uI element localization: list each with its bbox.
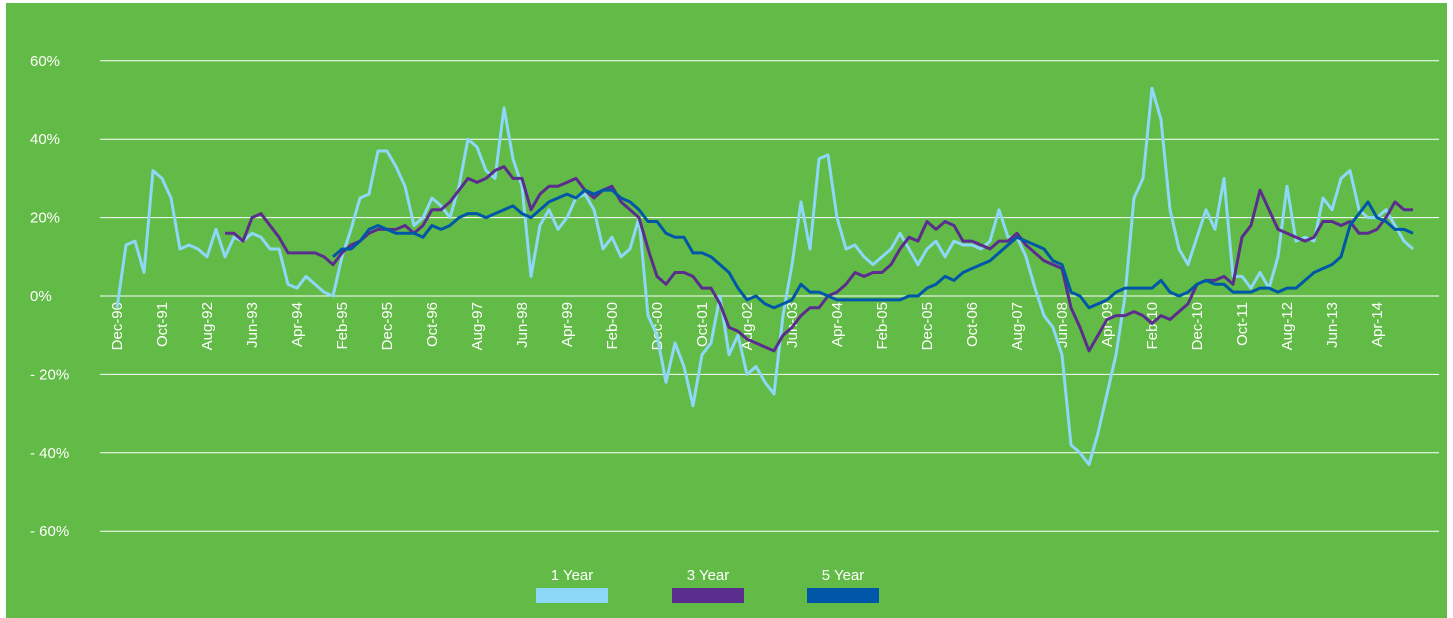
- x-tick-label: Aug-12: [1279, 302, 1296, 350]
- y-tick-label: - 60%: [30, 523, 69, 540]
- x-tick-label: Dec-05: [919, 302, 936, 350]
- x-tick-label: Oct-96: [424, 302, 441, 347]
- x-tick-label: Jun-93: [244, 302, 261, 348]
- x-tick-label: Feb-10: [1144, 302, 1161, 350]
- y-tick-label: 60%: [30, 53, 60, 70]
- x-tick-label: Oct-01: [694, 302, 711, 347]
- x-tick-label: Aug-92: [199, 302, 216, 350]
- legend-label: 1 Year: [551, 567, 594, 584]
- y-tick-label: 0%: [30, 288, 52, 305]
- x-tick-label: Aug-07: [1009, 302, 1026, 350]
- x-tick-label: Jun-13: [1324, 302, 1341, 348]
- x-tick-label: Apr-04: [829, 302, 846, 347]
- x-tick-label: Dec-95: [379, 302, 396, 350]
- x-tick-label: Feb-05: [874, 302, 891, 350]
- x-tick-label: Apr-99: [559, 302, 576, 347]
- y-tick-label: 20%: [30, 210, 60, 227]
- x-tick-label: Dec-90: [109, 302, 126, 350]
- legend-swatch: [672, 588, 744, 603]
- x-tick-label: Aug-02: [739, 302, 756, 350]
- legend-label: 5 Year: [822, 567, 865, 584]
- line-series: [225, 165, 1413, 353]
- x-tick-label: Apr-94: [289, 302, 306, 347]
- x-tick-label: Oct-06: [964, 302, 981, 347]
- line-series: [332, 188, 1414, 310]
- chart-background: [6, 3, 1447, 618]
- x-tick-label: Aug-97: [469, 302, 486, 350]
- x-tick-label: Apr-14: [1369, 302, 1386, 347]
- legend-swatch: [536, 588, 608, 603]
- y-tick-label: - 20%: [30, 366, 69, 383]
- x-tick-label: Dec-10: [1189, 302, 1206, 350]
- x-tick-label: Jun-08: [1054, 302, 1071, 348]
- x-tick-label: Oct-11: [1234, 302, 1251, 346]
- x-tick-label: Oct-91: [154, 302, 171, 347]
- x-tick-label: Dec-00: [649, 302, 666, 350]
- legend-swatch: [807, 588, 879, 603]
- line-series: [115, 86, 1414, 467]
- y-tick-label: - 40%: [30, 445, 69, 462]
- x-tick-label: Jun-98: [514, 302, 531, 348]
- legend-label: 3 Year: [687, 567, 730, 584]
- x-tick-label: Feb-95: [334, 302, 351, 350]
- x-tick-label: Feb-00: [604, 302, 621, 350]
- x-tick-label: Apr-09: [1099, 302, 1116, 347]
- y-tick-label: 40%: [30, 131, 60, 148]
